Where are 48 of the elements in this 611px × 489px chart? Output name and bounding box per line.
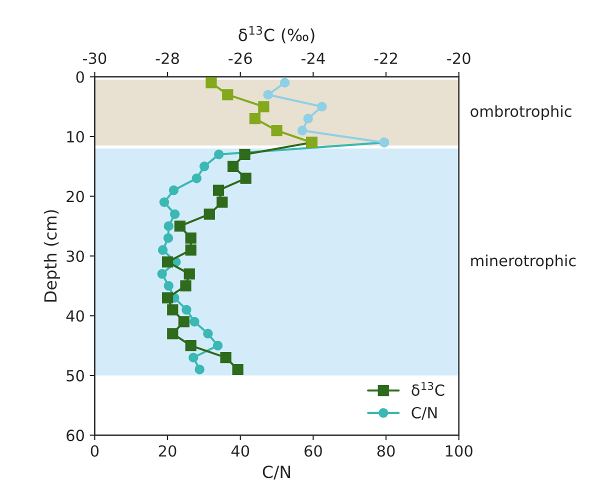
x2-tick-label: -30 xyxy=(82,52,106,64)
point xyxy=(164,221,174,231)
y-tick-label: 40 xyxy=(66,310,84,322)
y-tick-label: 30 xyxy=(66,250,84,262)
x2-tick-label: -22 xyxy=(374,52,397,64)
point xyxy=(170,209,180,220)
point xyxy=(192,173,202,184)
x-tick-label: 20 xyxy=(158,445,176,457)
band-label: ombrotrophic xyxy=(470,105,572,120)
x-tick-label: 60 xyxy=(304,445,322,457)
y-axis-title: Depth (cm) xyxy=(44,210,60,302)
point xyxy=(164,281,174,291)
y-tick-label: 60 xyxy=(66,430,84,442)
x-axis-title: C/N xyxy=(262,466,290,480)
point xyxy=(158,245,168,255)
point xyxy=(317,102,327,112)
point xyxy=(263,90,273,100)
y-tick-label: 50 xyxy=(66,370,84,382)
point xyxy=(199,162,210,172)
x-tick-label: 100 xyxy=(446,445,472,457)
x2-tick-label: -24 xyxy=(301,52,325,64)
x-tick-label: 0 xyxy=(90,445,99,457)
point xyxy=(214,150,224,160)
x2-tick-label: -28 xyxy=(156,52,179,64)
point xyxy=(188,352,198,362)
point xyxy=(190,316,200,327)
point xyxy=(303,114,313,124)
x-tick-label: 80 xyxy=(377,445,395,457)
x2-tick-label: -26 xyxy=(228,52,252,64)
point xyxy=(212,340,223,350)
x-tick-label: 40 xyxy=(231,445,250,457)
point xyxy=(297,126,308,136)
y-tick-label: 0 xyxy=(76,71,84,83)
point xyxy=(168,185,179,196)
point xyxy=(194,364,204,374)
x2-tick-label: -20 xyxy=(447,52,470,64)
point xyxy=(280,78,290,88)
band-label: minerotrophic xyxy=(471,254,576,270)
y-tick-label: 10 xyxy=(67,130,84,143)
point xyxy=(182,304,192,315)
point xyxy=(203,328,213,339)
point xyxy=(159,197,170,208)
x2-axis-title: δ$^{13}$C (‰) xyxy=(238,26,314,44)
legend-label: C/N xyxy=(412,406,437,420)
point xyxy=(157,269,167,279)
point xyxy=(163,233,174,243)
y-tick-label: 20 xyxy=(66,190,84,202)
legend-label: δ$^{13}$C xyxy=(412,382,444,396)
